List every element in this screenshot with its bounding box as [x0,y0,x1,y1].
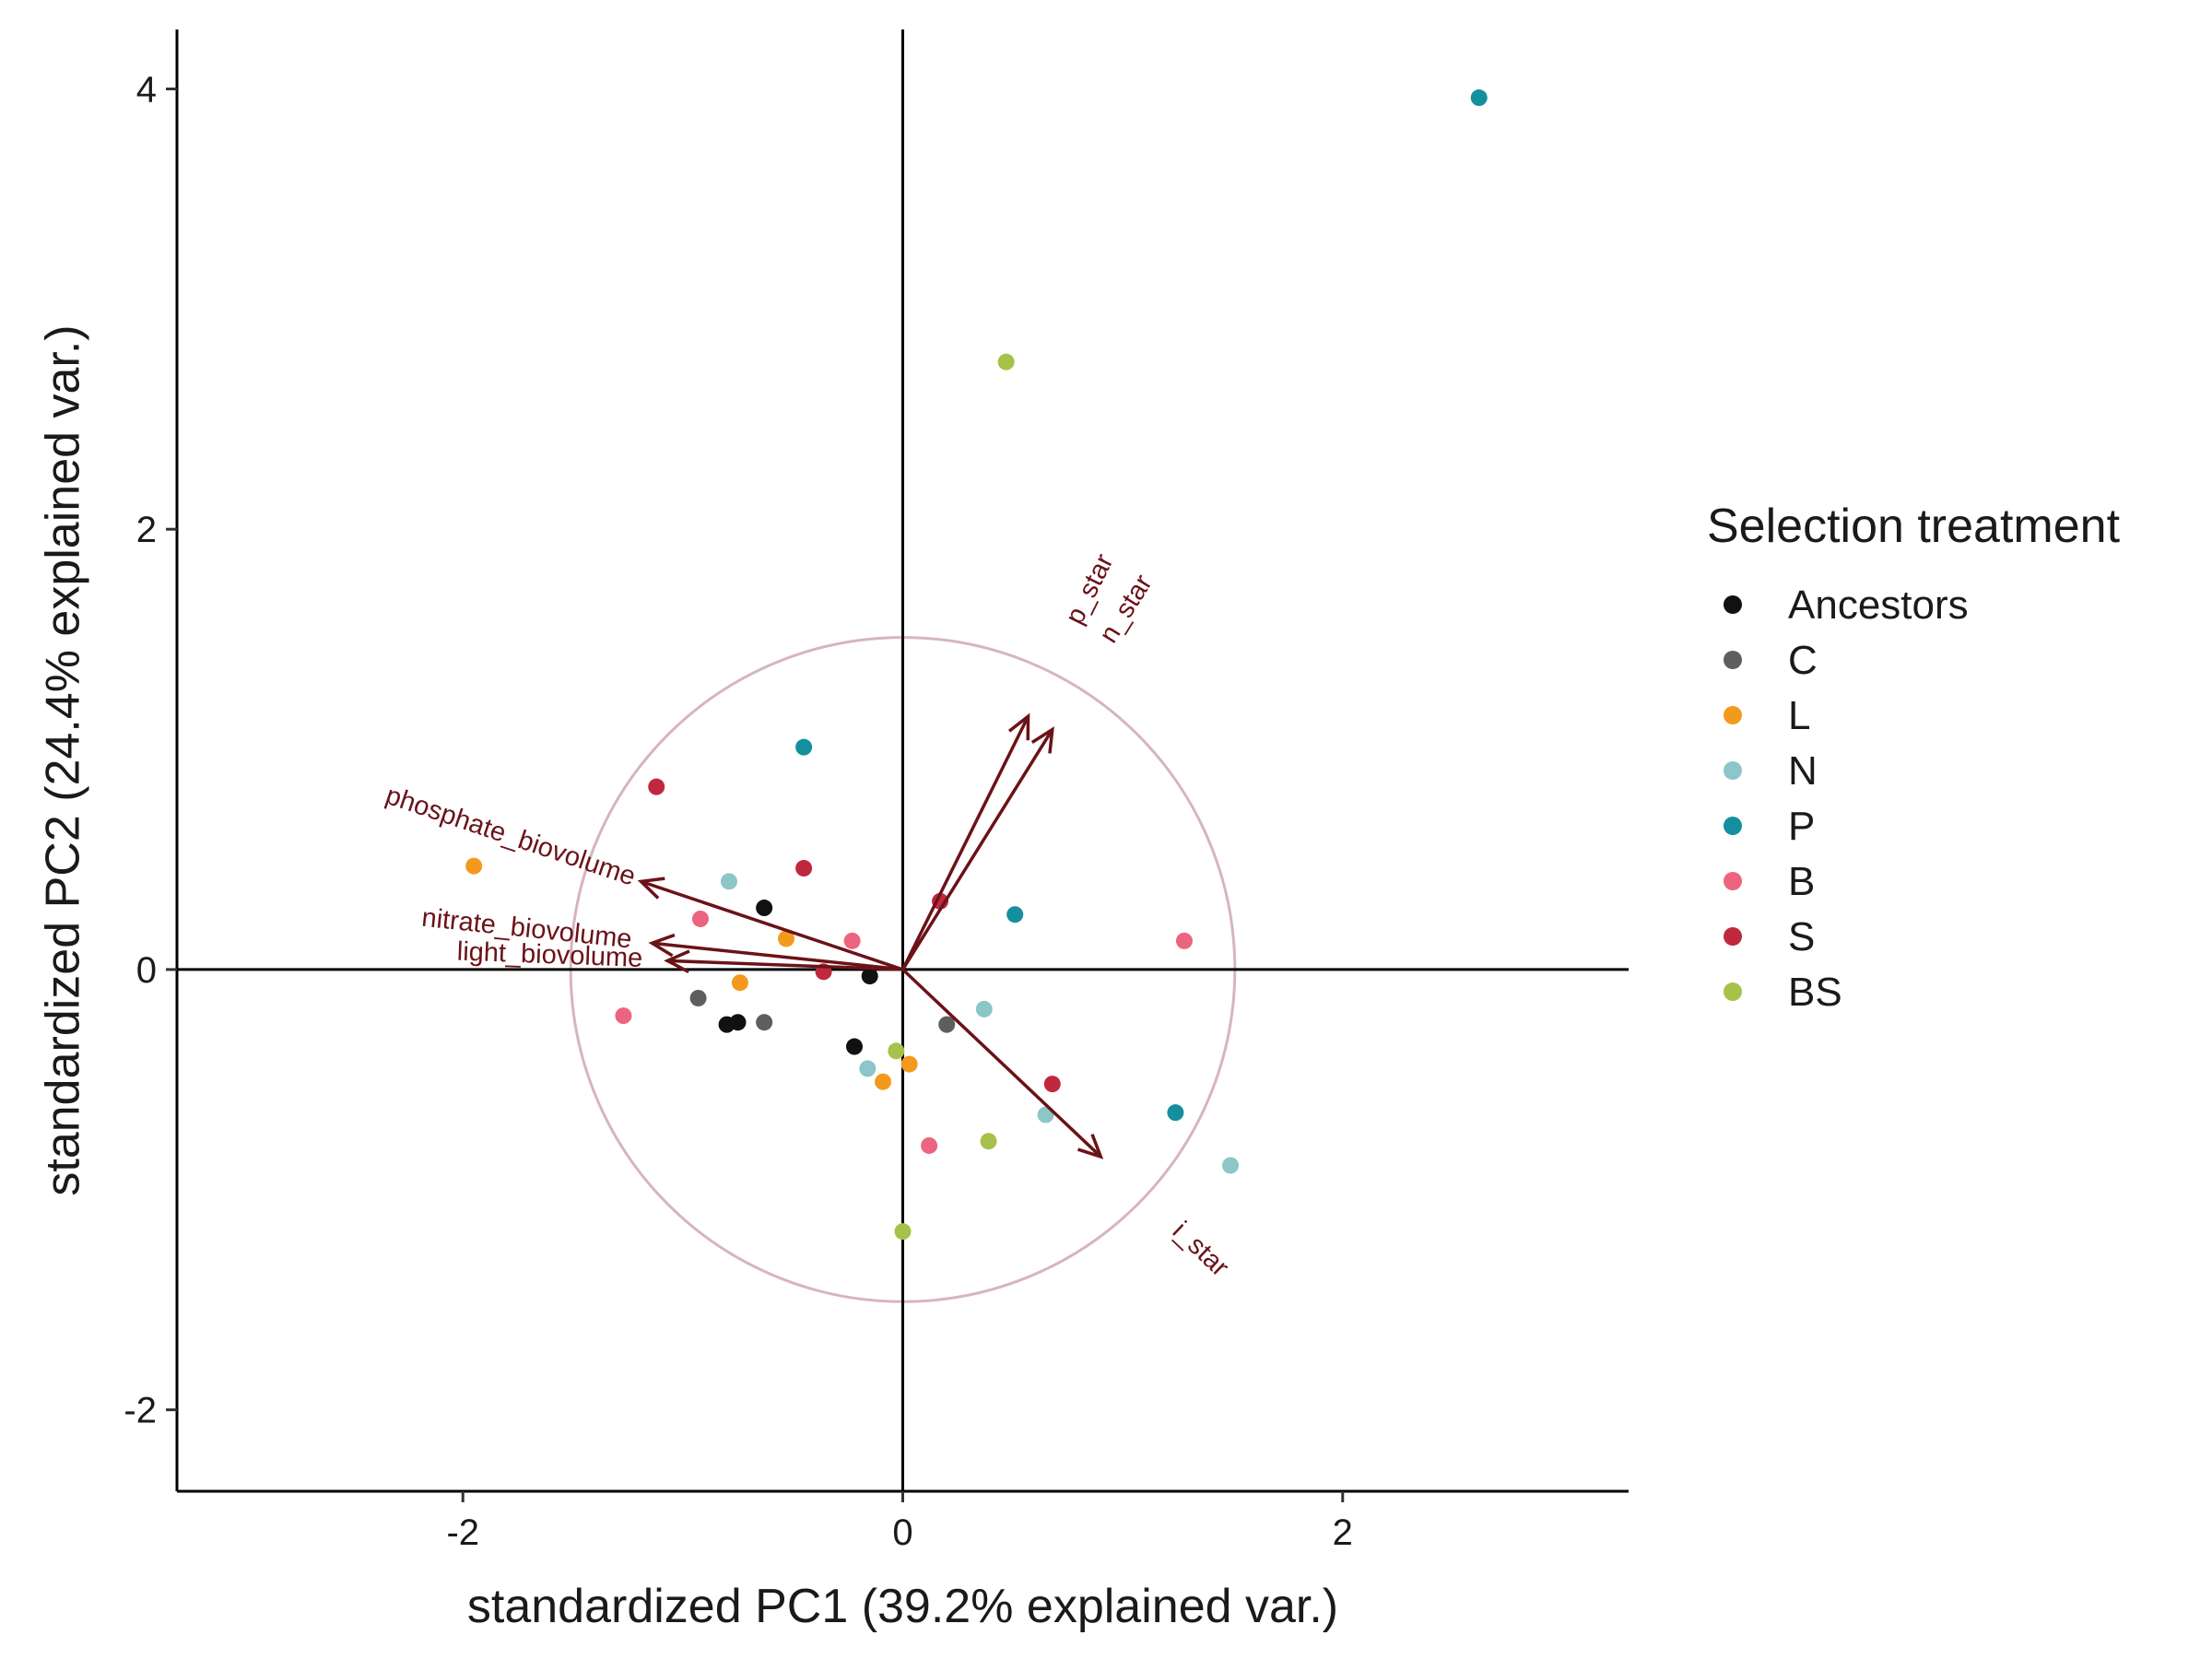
point-bs [894,1223,912,1241]
loading-label-i_star: i_star [1167,1216,1235,1282]
y-axis-title: standardized PC2 (24.4% explained var.) [37,324,90,1195]
point-s [795,860,813,877]
loading-labels: phosphate_biovolumenitrate_biovolumeligh… [382,549,1234,1283]
legend-label-p: P [1788,804,1815,849]
point-p [1167,1104,1184,1122]
loading-arrowhead-phosphate_biovolume [637,877,665,900]
y-tick-label: 4 [136,69,157,110]
x-axis-title: standardized PC1 (39.2% explained var.) [467,1580,1338,1633]
point-l [731,974,748,992]
loading-arrowhead-light_biovolume [664,949,690,974]
loading-arrowhead-i_star [1077,1134,1104,1159]
loading-arrow-light_biovolume [667,959,903,971]
point-b [921,1136,938,1154]
loading-label-light_biovolume: light_biovolume [456,936,643,973]
loading-arrow-n_star [901,728,1054,971]
y-tick-label: -2 [124,1391,157,1431]
point-n [859,1060,877,1077]
point-p [1006,906,1024,924]
point-b [1175,932,1193,949]
x-tick-label: 0 [892,1512,912,1553]
point-b [615,1007,632,1025]
loading-arrowhead-n_star [1030,726,1054,754]
point-c [938,1016,956,1033]
legend-label-ancestors: Ancestors [1788,582,1969,628]
legend-label-s: S [1788,914,1815,959]
point-bs [980,1133,997,1150]
point-ancestors [861,968,878,985]
point-bs [888,1042,905,1060]
loading-arrow-i_star [901,968,1102,1159]
legend-key-p [1724,817,1742,835]
loading-arrowhead-nitrate_biovolume [648,933,676,958]
point-l [900,1055,918,1073]
point-l [778,930,795,947]
legend-key-l [1724,706,1742,724]
legend-label-bs: BS [1788,970,1842,1015]
axes: -2 0 2 -2 0 2 4 [124,29,1629,1553]
legend-title: Selection treatment [1707,500,2121,553]
legend-key-n [1724,761,1742,780]
point-l [465,857,483,875]
point-ancestors [846,1038,863,1055]
point-p [795,738,813,756]
loading-arrow-p_star [900,715,1030,971]
loading-arrowhead-p_star [1007,712,1030,741]
point-p [1470,89,1488,107]
point-c [689,989,707,1006]
y-tick-label: 0 [136,950,157,991]
x-tick-label: 2 [1333,1512,1353,1553]
loading-arrow-phosphate_biovolume [640,879,904,971]
loading-vectors [637,712,1104,1159]
legend-key-b [1724,872,1742,890]
reference-lines [177,29,1629,1491]
point-b [843,932,861,949]
loading-arrow-nitrate_biovolume [652,941,903,971]
legend-key-bs [1724,982,1742,1001]
point-n [720,873,737,890]
point-s [1043,1076,1061,1093]
x-tick-label: -2 [446,1512,479,1553]
point-b [691,910,709,927]
point-ancestors [756,900,773,917]
data-points [465,89,1488,1241]
legend-label-b: B [1788,859,1815,904]
legend-label-l: L [1788,693,1810,738]
point-ancestors [729,1014,747,1031]
y-tick-label: 2 [136,510,157,550]
point-s [648,778,665,795]
legend-label-n: N [1788,748,1818,794]
point-c [756,1014,773,1031]
loading-label-phosphate_biovolume: phosphate_biovolume [382,781,639,892]
plot-area: phosphate_biovolumenitrate_biovolumeligh… [177,29,1629,1491]
legend-key-s [1724,927,1742,946]
legend-label-c: C [1788,638,1818,683]
point-n [975,1000,993,1018]
point-bs [997,353,1015,371]
point-l [875,1073,892,1090]
point-n [1222,1157,1240,1174]
legend-key-ancestors [1724,595,1742,614]
legend-key-c [1724,651,1742,669]
